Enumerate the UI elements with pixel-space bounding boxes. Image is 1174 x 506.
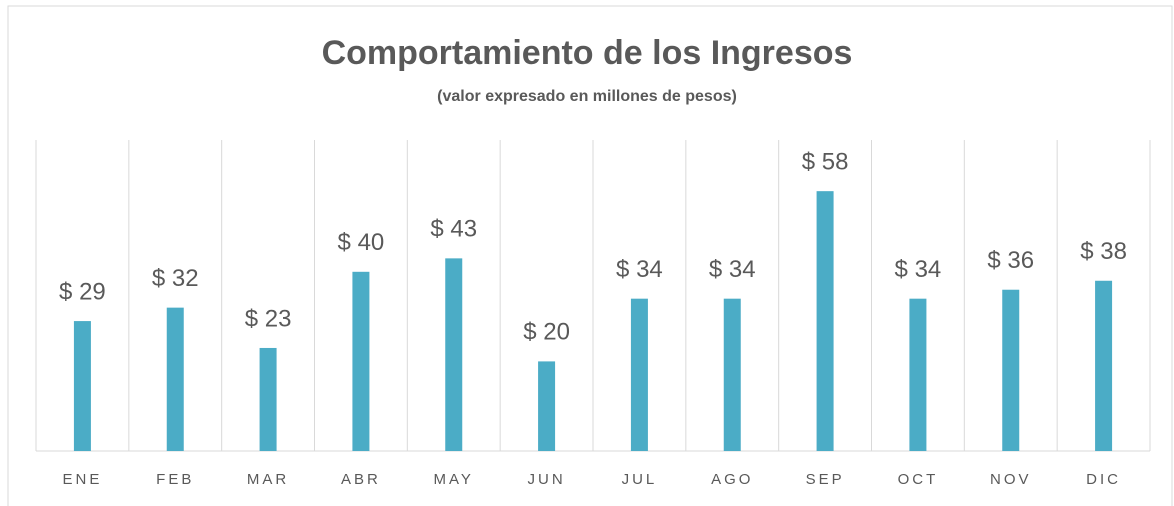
value-label: $ 40	[338, 229, 385, 256]
bar	[630, 298, 648, 451]
value-label: $ 34	[895, 256, 942, 283]
bar	[1002, 289, 1020, 451]
x-tick-label: ENE	[62, 471, 102, 488]
bar	[723, 298, 741, 451]
value-label: $ 32	[152, 265, 199, 292]
bar	[73, 321, 91, 451]
x-tick-label: DIC	[1086, 471, 1121, 488]
value-label: $ 34	[616, 256, 663, 283]
bar	[909, 298, 927, 451]
bar	[445, 258, 463, 451]
value-label: $ 58	[802, 149, 849, 176]
value-label: $ 29	[59, 278, 106, 305]
value-label: $ 20	[523, 319, 570, 346]
x-tick-label: OCT	[898, 471, 939, 488]
value-label: $ 43	[430, 216, 477, 243]
value-label: $ 38	[1080, 238, 1127, 265]
chart-title: Comportamiento de los Ingresos	[322, 34, 853, 72]
bar	[1095, 280, 1113, 451]
x-tick-label: JUL	[622, 471, 658, 488]
chart-border	[7, 5, 1173, 506]
bar	[352, 271, 370, 451]
bar	[166, 307, 184, 451]
x-tick-label: SEP	[806, 471, 845, 488]
value-label: $ 36	[987, 247, 1034, 274]
value-label: $ 23	[245, 305, 292, 332]
bar	[538, 361, 556, 451]
x-tick-label: MAR	[247, 471, 289, 488]
x-tick-label: JUN	[527, 471, 565, 488]
x-tick-label: NOV	[990, 471, 1032, 488]
x-tick-label: ABR	[341, 471, 381, 488]
chart-subtitle: (valor expresado en millones de pesos)	[437, 88, 737, 105]
x-tick-label: AGO	[711, 471, 753, 488]
value-label: $ 34	[709, 256, 756, 283]
x-tick-label: FEB	[156, 471, 194, 488]
bar	[259, 347, 277, 451]
bar	[816, 191, 834, 451]
x-tick-label: MAY	[434, 471, 474, 488]
